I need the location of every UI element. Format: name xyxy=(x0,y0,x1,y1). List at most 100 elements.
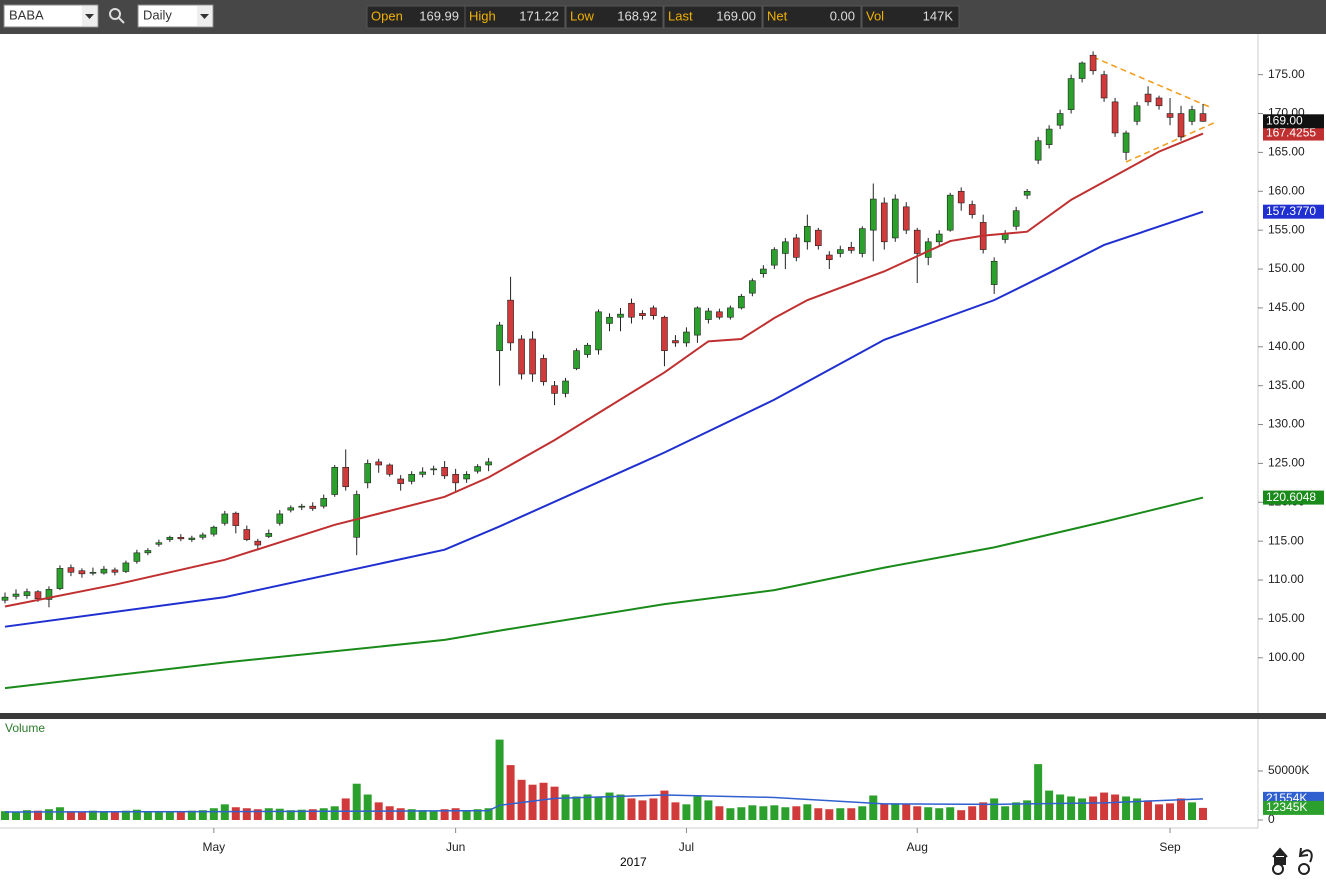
search-icon[interactable] xyxy=(109,8,121,20)
symbol-box[interactable] xyxy=(3,4,99,28)
volume-bar xyxy=(1056,794,1065,820)
volume-bar xyxy=(143,811,152,820)
search-handle xyxy=(118,17,125,24)
volume-bar xyxy=(440,809,449,820)
candle-body xyxy=(1111,101,1119,134)
volume-bar xyxy=(1144,800,1153,820)
volume-bar xyxy=(385,806,394,820)
zoom-in-icon[interactable] xyxy=(1272,863,1284,875)
volume-bar xyxy=(1155,804,1164,820)
volume-bar xyxy=(682,804,691,820)
trend-lines xyxy=(1092,56,1217,163)
volume-bar xyxy=(924,807,933,820)
candle-body xyxy=(254,540,262,546)
volume-bar xyxy=(770,805,779,820)
volume-bar xyxy=(209,808,218,820)
field-box xyxy=(861,5,960,29)
volume-bar xyxy=(88,810,97,820)
volume-bar xyxy=(638,800,647,820)
candle-body xyxy=(507,299,514,344)
field-label: Vol xyxy=(866,8,884,23)
candle-body xyxy=(166,536,174,540)
candle-body xyxy=(122,562,130,572)
volume-bar xyxy=(979,802,988,820)
volume-bar xyxy=(1001,806,1010,820)
interval-box[interactable] xyxy=(137,4,214,28)
candle-body xyxy=(452,474,459,484)
moving-average xyxy=(4,132,1204,608)
candle-body xyxy=(34,591,42,600)
candle-body xyxy=(771,249,778,266)
volume-bar xyxy=(187,810,196,820)
y-tick-label: 160.00 xyxy=(1268,183,1305,197)
candle-body xyxy=(738,295,745,309)
volume-bar xyxy=(110,811,119,820)
price-tag xyxy=(1263,204,1324,219)
candle-body xyxy=(694,307,701,336)
undo-icon[interactable] xyxy=(1298,847,1313,863)
candle-body xyxy=(177,536,185,540)
candle-body xyxy=(529,338,536,375)
volume-bar xyxy=(869,795,878,820)
candle-body xyxy=(815,229,822,247)
candle-body xyxy=(232,512,240,526)
candle-body xyxy=(804,225,811,243)
field-value: 0.00 xyxy=(830,8,855,23)
volume-bar xyxy=(154,811,163,820)
field-value: 169.99 xyxy=(419,8,459,23)
x-tick-label: Aug xyxy=(907,840,928,854)
candle-body xyxy=(111,569,119,573)
volume-bar xyxy=(231,807,240,820)
x-tick-label: Jun xyxy=(446,840,465,854)
candle-body xyxy=(144,550,152,554)
field-label: Open xyxy=(371,8,403,23)
candle-body xyxy=(1199,113,1207,122)
volume-bar xyxy=(121,810,130,820)
trend-line xyxy=(1125,121,1217,163)
candle-body xyxy=(287,507,295,511)
candle-body xyxy=(1056,113,1064,126)
volume-tag-label: 12345K xyxy=(1266,800,1307,814)
y-tick-label: 125.00 xyxy=(1268,456,1305,470)
candle-body xyxy=(847,246,855,251)
field-label: Net xyxy=(767,8,788,23)
volume-bar xyxy=(649,798,658,820)
zoom-out-icon[interactable] xyxy=(1298,863,1310,875)
candle-body xyxy=(89,571,97,574)
volume-bar xyxy=(1012,802,1021,820)
candle-body xyxy=(858,228,866,254)
volume-bar xyxy=(33,810,42,820)
volume-bar xyxy=(671,802,680,820)
trend-line xyxy=(1092,56,1213,109)
price-tag-label: 120.6048 xyxy=(1266,490,1316,504)
candle-body xyxy=(12,593,20,597)
candle-body xyxy=(298,505,306,508)
volume-bar xyxy=(363,794,372,820)
arrow xyxy=(200,14,209,19)
field-box xyxy=(464,5,566,29)
field-label: High xyxy=(469,8,496,23)
candle-body xyxy=(913,229,921,254)
candle-body xyxy=(1177,113,1185,138)
candle-body xyxy=(1023,190,1031,196)
candle-body xyxy=(78,570,86,575)
quote-fields: Open 169.99 High 171.22 Low 168.92 Last 169.00 N… xyxy=(366,5,960,29)
volume-bar xyxy=(352,783,361,820)
candle-body xyxy=(496,324,503,351)
candle-body xyxy=(946,194,954,231)
moving-average xyxy=(4,210,1204,628)
candle-body xyxy=(1001,233,1009,240)
field-value: 147K xyxy=(923,8,954,23)
field-box xyxy=(663,5,763,29)
candle-body xyxy=(705,310,712,320)
candle-body xyxy=(639,313,646,316)
field-box xyxy=(565,5,664,29)
home-icon[interactable] xyxy=(1272,847,1288,865)
volume-bar xyxy=(1111,794,1120,820)
volume-bar xyxy=(836,808,845,820)
volume-bar xyxy=(286,810,295,820)
volume-bar xyxy=(198,810,207,820)
candle-body xyxy=(672,340,679,344)
candle-body xyxy=(683,331,690,344)
volume-bar xyxy=(1023,800,1032,820)
